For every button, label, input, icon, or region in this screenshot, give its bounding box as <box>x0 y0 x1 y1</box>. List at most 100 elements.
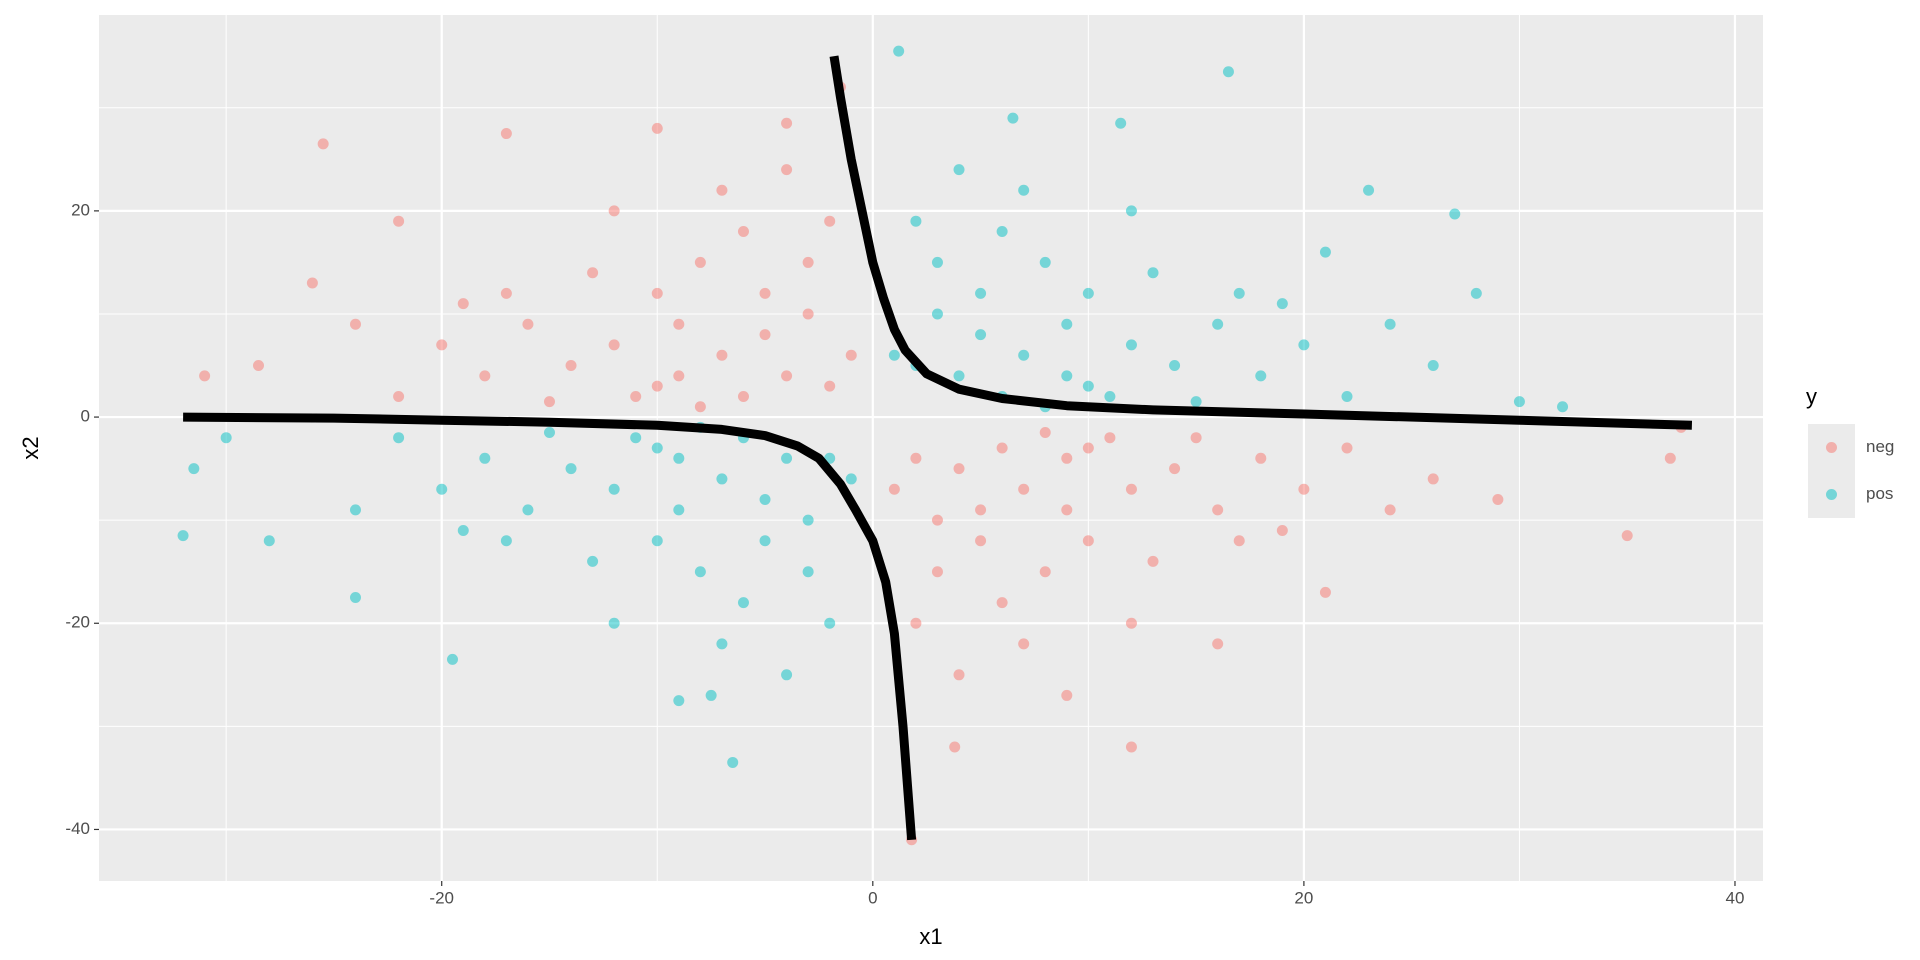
point <box>759 494 771 506</box>
point <box>975 504 987 516</box>
point <box>177 530 189 542</box>
point <box>1427 473 1439 485</box>
point <box>1222 66 1234 78</box>
point <box>716 638 728 650</box>
point <box>1125 339 1137 351</box>
point <box>1061 318 1073 330</box>
point <box>630 432 642 444</box>
point <box>543 427 555 439</box>
point <box>1298 339 1310 351</box>
x-tick-label: -20 <box>429 888 454 907</box>
point <box>188 463 200 475</box>
point <box>996 597 1008 609</box>
point <box>1233 287 1245 299</box>
point <box>802 308 814 320</box>
point <box>910 452 922 464</box>
legend-symbol <box>1826 442 1837 453</box>
point <box>1082 380 1094 392</box>
point <box>1233 535 1245 547</box>
legend-symbol <box>1826 489 1837 500</box>
point <box>931 308 943 320</box>
legend-title: y <box>1806 384 1817 409</box>
point <box>802 514 814 526</box>
point <box>673 504 685 516</box>
point <box>953 669 965 681</box>
point <box>393 432 405 444</box>
point <box>436 483 448 495</box>
point <box>781 164 793 176</box>
point <box>1104 432 1116 444</box>
point <box>759 535 771 547</box>
y-axis-title: x2 <box>18 436 43 459</box>
point <box>436 339 448 351</box>
point <box>893 45 905 57</box>
point <box>1384 504 1396 516</box>
y-tick-label: -20 <box>65 613 90 632</box>
point <box>651 122 663 134</box>
point <box>1061 504 1073 516</box>
point <box>543 396 555 408</box>
point <box>931 256 943 268</box>
point <box>975 329 987 341</box>
point <box>349 591 361 603</box>
point <box>694 401 706 413</box>
point <box>608 205 620 217</box>
point <box>587 267 599 279</box>
point <box>1384 318 1396 330</box>
point <box>1470 287 1482 299</box>
point <box>1276 524 1288 536</box>
point <box>651 287 663 299</box>
point <box>781 669 793 681</box>
x-tick-label: 0 <box>868 888 877 907</box>
point <box>737 390 749 402</box>
point <box>716 184 728 196</box>
point <box>781 452 793 464</box>
point <box>888 483 900 495</box>
point <box>759 329 771 341</box>
point <box>1018 483 1030 495</box>
point <box>694 256 706 268</box>
point <box>727 756 739 768</box>
point <box>1061 689 1073 701</box>
point <box>1169 360 1181 372</box>
point <box>253 360 265 372</box>
point <box>845 473 857 485</box>
point <box>1341 390 1353 402</box>
point <box>565 360 577 372</box>
point <box>1513 396 1525 408</box>
point <box>996 226 1008 237</box>
point <box>931 514 943 526</box>
point <box>1039 256 1051 268</box>
point <box>716 349 728 361</box>
point <box>1061 452 1073 464</box>
point <box>1147 555 1159 567</box>
point <box>1557 401 1569 413</box>
point <box>975 535 987 547</box>
point <box>705 689 717 701</box>
point <box>1007 112 1019 124</box>
point <box>1427 360 1439 372</box>
point <box>673 452 685 464</box>
point <box>1212 318 1224 330</box>
point <box>651 535 663 547</box>
point <box>802 566 814 578</box>
point <box>1319 586 1331 598</box>
point <box>1018 349 1030 361</box>
point <box>393 390 405 402</box>
point <box>522 318 534 330</box>
point <box>824 617 836 629</box>
boundary-line <box>183 55 1693 841</box>
point <box>1492 494 1504 506</box>
point <box>781 370 793 382</box>
legend-label: neg <box>1866 437 1894 456</box>
point <box>1212 504 1224 516</box>
x-axis-title: x1 <box>919 924 942 949</box>
point <box>608 483 620 495</box>
point <box>1082 442 1094 454</box>
point <box>737 226 749 237</box>
point <box>1212 638 1224 650</box>
point <box>716 473 728 485</box>
point <box>1621 530 1633 542</box>
point <box>1125 205 1137 217</box>
point <box>630 390 642 402</box>
